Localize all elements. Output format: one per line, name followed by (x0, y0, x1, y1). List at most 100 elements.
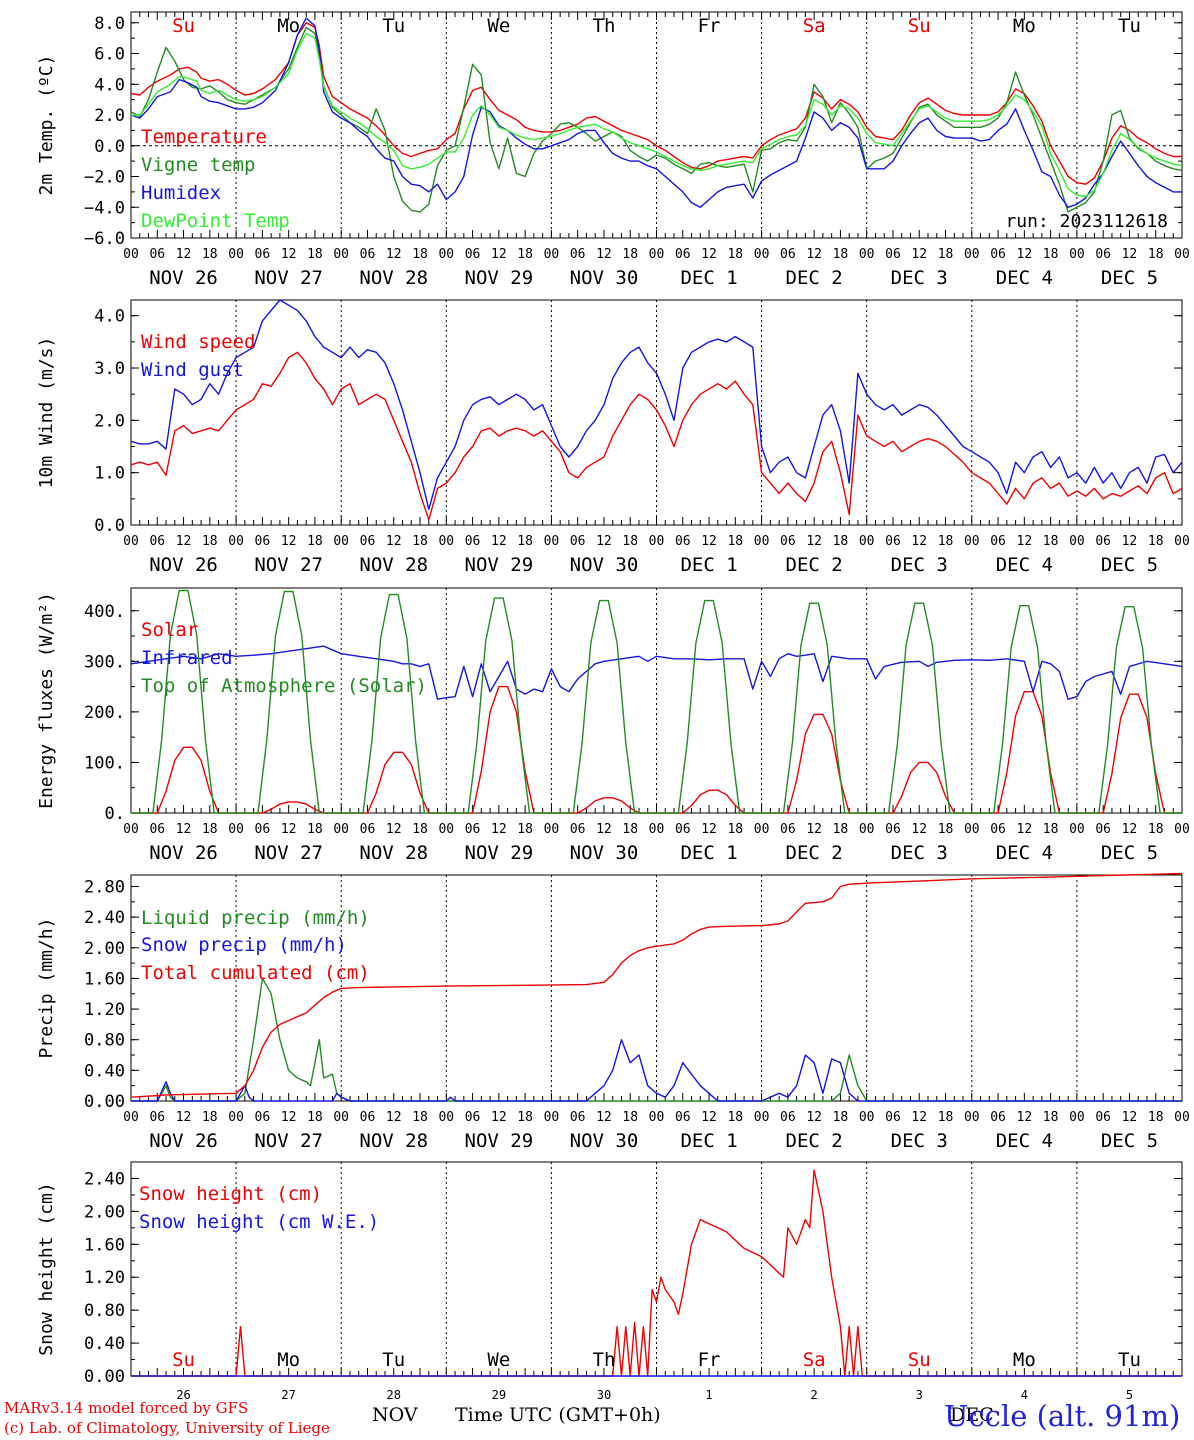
hour-label: 12 (281, 534, 297, 549)
y-tick-label: 0.80 (84, 1301, 125, 1321)
legend-entry: Top of Atmosphere (Solar) (141, 675, 427, 697)
day-of-week-label: Mo (1013, 1349, 1036, 1371)
station-label: Uccle (alt. 91m) (944, 1399, 1181, 1433)
hour-label: 18 (1043, 247, 1059, 262)
hour-label: 12 (701, 1110, 717, 1125)
hour-label: 06 (255, 1110, 271, 1125)
month-label-dec: DEC (950, 1404, 994, 1426)
legend-entry: DewPoint Temp (141, 210, 290, 232)
hour-label: 00 (228, 1110, 244, 1125)
hour-label: 06 (570, 247, 586, 262)
hour-label: 00 (754, 1110, 770, 1125)
y-tick-label: −6.0 (84, 229, 125, 249)
hour-label: 00 (754, 247, 770, 262)
y-tick-label: 400. (84, 602, 125, 622)
hour-label: 00 (1174, 534, 1190, 549)
hour-label: 18 (1148, 1110, 1164, 1125)
day-of-week-label: Su (908, 15, 931, 37)
day-of-week-label: Mo (277, 1349, 300, 1371)
date-label: NOV 27 (254, 267, 323, 289)
hour-label: 18 (517, 247, 533, 262)
hour-label: 12 (491, 1110, 507, 1125)
y-tick-label: 100. (84, 753, 125, 773)
legend-entry: Humidex (141, 182, 221, 204)
hour-label: 06 (885, 1110, 901, 1125)
date-label: NOV 29 (465, 842, 534, 864)
hour-label: 18 (517, 822, 533, 837)
hour-label: 12 (386, 247, 402, 262)
legend-entry: Snow precip (mm/h) (141, 934, 347, 956)
date-label: NOV 29 (465, 554, 534, 576)
hour-label: 12 (491, 534, 507, 549)
hour-label: 00 (333, 534, 349, 549)
legend-entry: Snow height (cm W.E.) (139, 1211, 379, 1233)
hour-label: 18 (307, 534, 323, 549)
day-number-label: 1 (705, 1388, 712, 1402)
hour-label: 18 (412, 247, 428, 262)
day-number-label: 4 (1021, 1388, 1028, 1402)
hour-label: 06 (675, 1110, 691, 1125)
hour-label: 12 (1017, 247, 1033, 262)
date-label: NOV 26 (149, 842, 218, 864)
hour-label: 12 (806, 534, 822, 549)
hour-label: 00 (1174, 1110, 1190, 1125)
y-axis-label: Energy fluxes (W/m²) (36, 592, 57, 809)
date-label: DEC 2 (786, 842, 843, 864)
hour-label: 12 (386, 822, 402, 837)
hour-label: 00 (649, 247, 665, 262)
hour-label: 00 (964, 247, 980, 262)
hour-label: 12 (281, 247, 297, 262)
day-of-week-label: Sa (803, 15, 826, 37)
hour-label: 06 (990, 822, 1006, 837)
date-label: DEC 1 (680, 554, 737, 576)
date-label: NOV 30 (570, 554, 639, 576)
hour-label: 06 (149, 1110, 165, 1125)
hour-label: 06 (255, 534, 271, 549)
day-of-week-label: Tu (1118, 15, 1141, 37)
day-number-label: 28 (387, 1388, 401, 1402)
hour-label: 00 (544, 534, 560, 549)
hour-label: 00 (964, 1110, 980, 1125)
hour-label: 12 (1017, 822, 1033, 837)
hour-label: 00 (228, 534, 244, 549)
hour-label: 18 (727, 1110, 743, 1125)
y-tick-label: −2.0 (84, 168, 125, 188)
date-label: DEC 3 (891, 554, 948, 576)
date-label: DEC 1 (680, 842, 737, 864)
hour-label: 18 (412, 534, 428, 549)
y-tick-label: 4.0 (94, 75, 125, 95)
date-label: DEC 2 (786, 554, 843, 576)
hour-label: 06 (465, 1110, 481, 1125)
hour-label: 06 (885, 534, 901, 549)
date-label: NOV 29 (465, 267, 534, 289)
y-tick-label: 0. (105, 804, 125, 824)
hour-label: 18 (307, 247, 323, 262)
hour-label: 06 (255, 822, 271, 837)
day-number-label: 29 (492, 1388, 506, 1402)
date-label: DEC 3 (891, 842, 948, 864)
day-number-label: 3 (916, 1388, 923, 1402)
y-tick-label: 2.40 (84, 908, 125, 928)
credit-line-2: (c) Lab. of Climatology, University of L… (4, 1419, 330, 1437)
hour-label: 06 (780, 534, 796, 549)
hour-label: 06 (990, 247, 1006, 262)
legend-entry: Temperature (141, 126, 267, 148)
hour-label: 18 (938, 247, 954, 262)
series-line-infrared (130, 645, 1183, 700)
date-label: DEC 5 (1101, 267, 1158, 289)
y-axis-label: 2m Temp. (ºC) (36, 55, 57, 196)
y-tick-label: 2.0 (94, 106, 125, 126)
series-line-vigne-temp (130, 26, 1183, 213)
hour-label: 06 (675, 247, 691, 262)
date-label: NOV 28 (359, 842, 428, 864)
legend-entry: Vigne temp (141, 154, 255, 176)
y-tick-label: 0.0 (94, 137, 125, 157)
hour-label: 00 (964, 534, 980, 549)
hour-label: 00 (228, 247, 244, 262)
hour-label: 00 (859, 247, 875, 262)
series-line-total-cumulated-cm- (130, 872, 1183, 1098)
day-of-week-label: Th (593, 15, 616, 37)
hour-label: 12 (806, 1110, 822, 1125)
hour-label: 00 (544, 247, 560, 262)
hour-label: 18 (727, 822, 743, 837)
